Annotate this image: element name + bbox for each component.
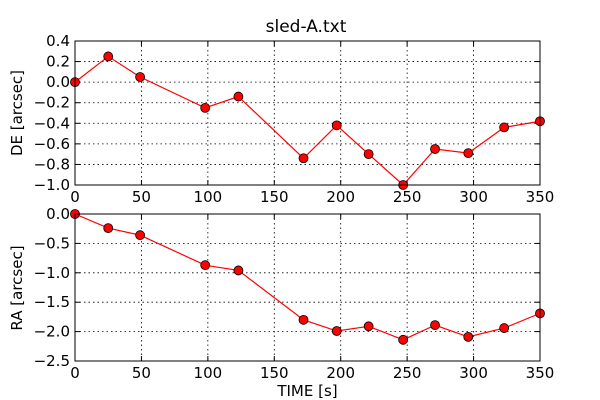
- x-tick-label: 350: [526, 364, 555, 382]
- x-tick-label: 150: [260, 364, 289, 382]
- plot-panel-1: 0 50 100 150 200 250 300 350 −1.0 −0.8 −0.6 −0.4 −0.…: [8, 32, 554, 206]
- y-tick-label: −0.4: [34, 114, 70, 132]
- data-point: [463, 331, 474, 342]
- y-tick-label: −0.2: [34, 94, 70, 112]
- x-tick-label: 300: [459, 188, 488, 206]
- y-axis-label: RA [arcsec]: [8, 245, 26, 330]
- data-point: [298, 314, 309, 325]
- x-tick-label: 300: [459, 364, 488, 382]
- data-point: [430, 144, 440, 154]
- y-axis-label: DE [arcsec]: [8, 70, 26, 156]
- y-tick-label: −2.5: [34, 352, 70, 370]
- data-point: [103, 51, 114, 62]
- y-tick-label: 0.2: [46, 53, 70, 71]
- data-point: [298, 153, 309, 164]
- data-point: [233, 265, 244, 276]
- data-point: [499, 122, 510, 133]
- x-tick-label: 200: [326, 188, 355, 206]
- x-tick-label: 100: [194, 188, 223, 206]
- data-point: [430, 320, 440, 331]
- data-point: [363, 321, 374, 332]
- data-point: [331, 120, 342, 131]
- y-tick-label: −1.5: [34, 293, 70, 311]
- y-tick-label: −1.0: [34, 264, 70, 282]
- data-point: [200, 102, 211, 113]
- x-tick-label: 50: [132, 364, 151, 382]
- x-tick-label: 200: [326, 364, 355, 382]
- y-tick-label: −0.5: [34, 234, 70, 252]
- data-point: [331, 326, 342, 336]
- x-tick-label: 0: [70, 364, 80, 382]
- x-tick-label: 250: [393, 364, 422, 382]
- chart-title: sled-A.txt: [266, 17, 347, 37]
- data-point: [499, 323, 510, 333]
- y-tick-label: −0.6: [34, 135, 70, 153]
- x-axis-label: TIME [s]: [276, 382, 337, 400]
- x-tick-label: 0: [70, 188, 80, 206]
- data-point: [103, 223, 114, 234]
- data-point: [233, 91, 244, 102]
- data-point: [363, 149, 374, 160]
- x-tick-label: 250: [393, 188, 422, 206]
- plot-frame: [74, 213, 541, 362]
- data-point: [463, 148, 474, 159]
- plot-panel-2: 0 50 100 150 200 250 300 350 −2.5 −2.0 −1.5 −1.0 −0.…: [8, 205, 554, 400]
- x-tick-label: 50: [132, 188, 151, 206]
- y-tick-label: 0.4: [46, 32, 70, 50]
- y-tick-label: −2.0: [34, 323, 70, 341]
- y-tick-label: −1.0: [34, 176, 70, 194]
- y-tick-label: −0.8: [34, 155, 70, 173]
- x-tick-label: 100: [194, 364, 223, 382]
- x-tick-label: 150: [260, 188, 289, 206]
- data-point: [135, 230, 146, 241]
- data-point: [135, 72, 146, 82]
- plot-frame: [74, 40, 541, 186]
- data-point: [200, 260, 211, 271]
- x-tick-label: 350: [526, 188, 555, 206]
- y-tick-label: 0.0: [46, 73, 70, 91]
- y-tick-label: 0.0: [46, 205, 70, 223]
- data-point: [398, 334, 409, 345]
